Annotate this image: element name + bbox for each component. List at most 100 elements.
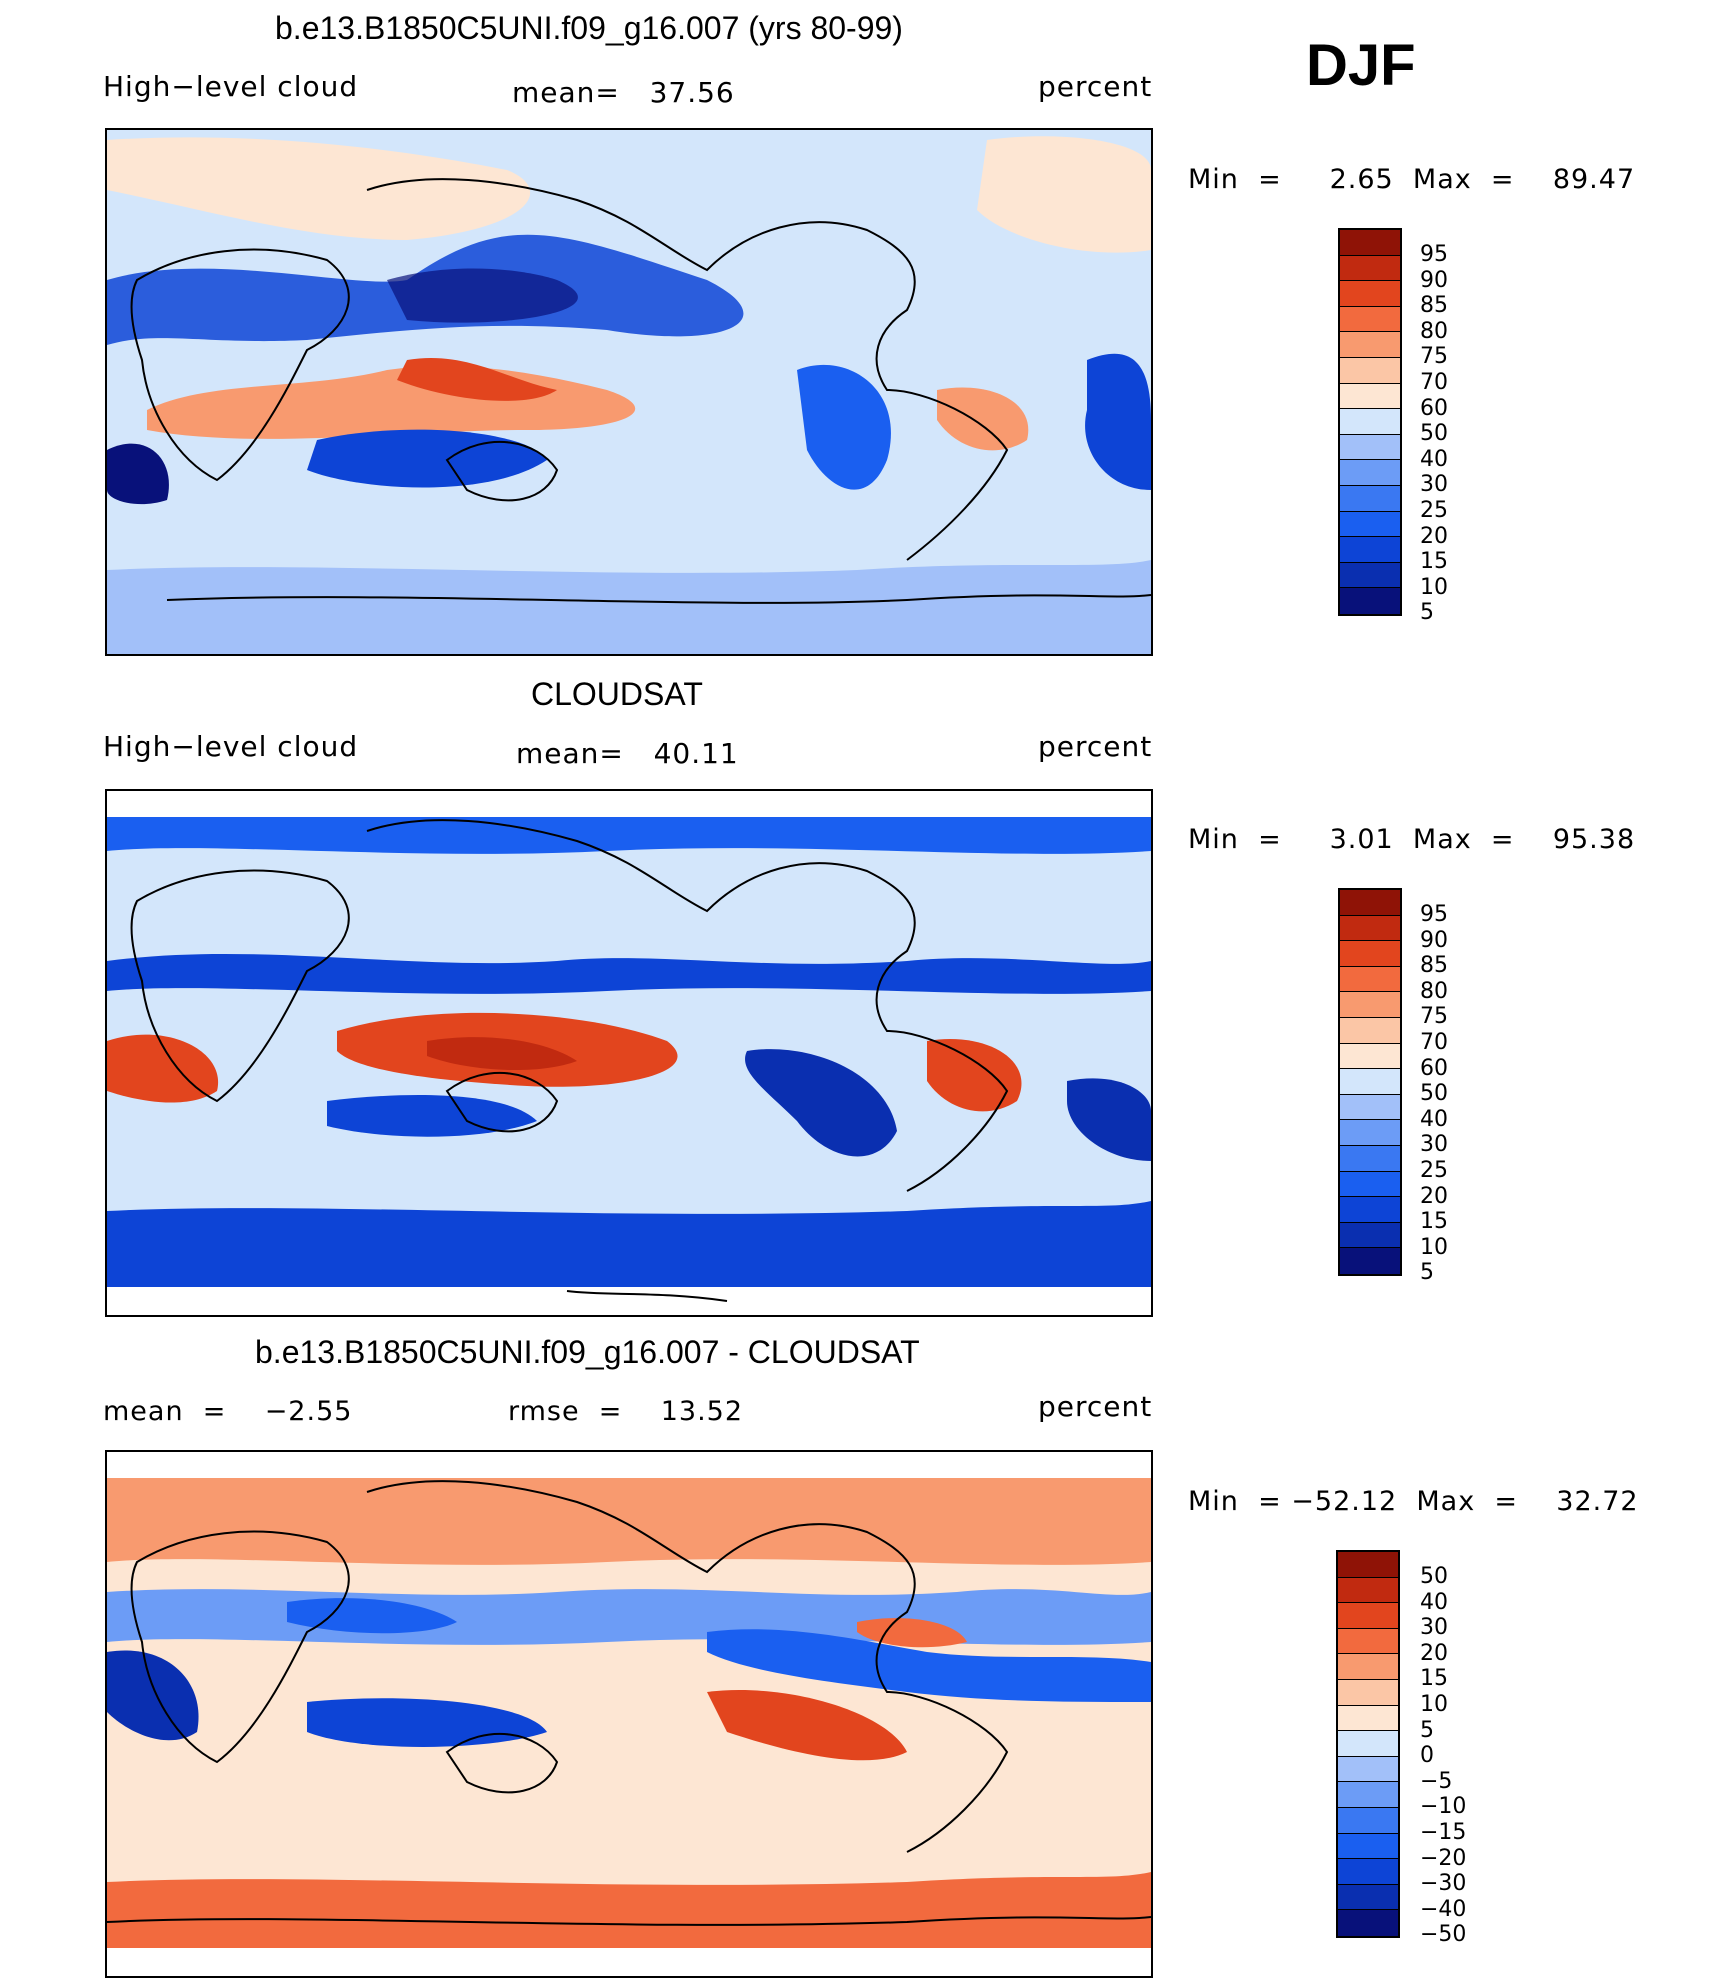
colorbar-level-label: 80 bbox=[1420, 978, 1448, 1004]
season-label: DJF bbox=[1306, 33, 1416, 98]
panel-1-units-label: percent bbox=[1038, 70, 1153, 103]
colorbar-cell bbox=[1340, 485, 1400, 512]
panel-1-low-region bbox=[107, 443, 169, 505]
colorbar-level-label: 30 bbox=[1420, 1132, 1448, 1158]
panel-3-rmse-label: rmse = 13.52 bbox=[508, 1396, 744, 1427]
panel-3-coastline bbox=[366, 1480, 1009, 1853]
colorbar-level-label: 60 bbox=[1420, 1055, 1448, 1081]
panel-2-map bbox=[105, 789, 1153, 1317]
colorbar-cell bbox=[1340, 588, 1400, 614]
panel-2-title: CLOUDSAT bbox=[531, 676, 703, 712]
colorbar-cell bbox=[1338, 1756, 1398, 1783]
colorbar-cell bbox=[1340, 1145, 1400, 1172]
panel-1-high-region bbox=[977, 136, 1151, 253]
colorbar-level-label: −50 bbox=[1420, 1922, 1467, 1948]
panel-2-south-band bbox=[107, 1201, 1151, 1287]
colorbar-level-label: −5 bbox=[1420, 1768, 1453, 1794]
colorbar-cell bbox=[1340, 460, 1400, 486]
colorbar-level-label: 20 bbox=[1420, 523, 1448, 549]
colorbar-cell bbox=[1340, 992, 1400, 1018]
colorbar-level-label: 5 bbox=[1420, 600, 1434, 626]
panel-1-map-svg bbox=[107, 130, 1151, 654]
panel-2-colorbar bbox=[1338, 888, 1402, 1276]
colorbar-level-label: 95 bbox=[1420, 902, 1448, 927]
panel-3-coastline bbox=[445, 1732, 559, 1794]
panel-3-south-band bbox=[107, 1872, 1151, 1948]
panel-1-colorbar bbox=[1338, 228, 1402, 616]
colorbar-level-label: 15 bbox=[1420, 1209, 1448, 1235]
panel-2-coastline bbox=[445, 1071, 559, 1133]
panel-3-no-data bbox=[107, 1948, 1151, 1976]
panel-1-variable-label: High−level cloud bbox=[103, 70, 359, 103]
panel-3-high-region bbox=[857, 1618, 967, 1648]
colorbar-cell bbox=[1340, 1120, 1400, 1146]
colorbar-cell bbox=[1338, 1833, 1398, 1860]
colorbar-level-label: −20 bbox=[1420, 1845, 1467, 1871]
colorbar-level-label: 90 bbox=[1420, 927, 1448, 953]
colorbar-cell bbox=[1338, 1884, 1398, 1911]
colorbar-cell bbox=[1340, 409, 1400, 435]
colorbar-cell bbox=[1340, 1043, 1400, 1070]
colorbar-level-label: 5 bbox=[1420, 1717, 1434, 1743]
colorbar-cell bbox=[1338, 1552, 1398, 1578]
colorbar-level-label: 85 bbox=[1420, 953, 1448, 979]
panel-3-coastline bbox=[130, 1530, 350, 1764]
colorbar-level-label: 50 bbox=[1420, 1081, 1448, 1107]
colorbar-cell bbox=[1340, 434, 1400, 461]
panel-2-low-band bbox=[107, 817, 1151, 854]
panel-3-map bbox=[105, 1450, 1153, 1978]
colorbar-cell bbox=[1338, 1679, 1398, 1706]
colorbar-cell bbox=[1340, 941, 1400, 967]
panel-1-low-region bbox=[1085, 353, 1151, 490]
colorbar-cell bbox=[1340, 562, 1400, 589]
colorbar-cell bbox=[1338, 1731, 1398, 1757]
colorbar-cell bbox=[1338, 1807, 1398, 1834]
colorbar-level-label: 70 bbox=[1420, 1030, 1448, 1055]
panel-1-high-core bbox=[397, 357, 557, 401]
panel-1-low-region bbox=[307, 429, 547, 488]
panel-2-low-region bbox=[1067, 1078, 1151, 1161]
panel-2-map-svg bbox=[107, 791, 1151, 1315]
colorbar-cell bbox=[1340, 890, 1400, 916]
panel-1-coastline bbox=[166, 594, 1151, 604]
colorbar-level-label: 90 bbox=[1420, 267, 1448, 293]
colorbar-cell bbox=[1340, 332, 1400, 358]
colorbar-level-label: 75 bbox=[1420, 344, 1448, 370]
colorbar-level-label: −10 bbox=[1420, 1794, 1467, 1820]
panel-1-coastline bbox=[366, 178, 1009, 561]
colorbar-level-label: 15 bbox=[1420, 549, 1448, 575]
panel-2-coastline bbox=[566, 1290, 728, 1302]
colorbar-cell bbox=[1338, 1910, 1398, 1936]
colorbar-level-label: 0 bbox=[1420, 1743, 1434, 1769]
panel-2-coastline bbox=[130, 869, 350, 1103]
colorbar-cell bbox=[1340, 1197, 1400, 1223]
colorbar-level-label: 40 bbox=[1420, 1589, 1448, 1615]
panel-3-high-band bbox=[107, 1478, 1151, 1565]
panel-2-no-data bbox=[107, 1287, 1151, 1315]
colorbar-cell bbox=[1340, 1094, 1400, 1121]
panel-2-no-data bbox=[107, 791, 1151, 817]
panel-2-high-region bbox=[927, 1039, 1022, 1112]
panel-2-mean-label: mean= 40.11 bbox=[516, 737, 739, 770]
colorbar-cell bbox=[1338, 1782, 1398, 1808]
panel-3-map-svg bbox=[107, 1452, 1151, 1976]
colorbar-cell bbox=[1340, 1017, 1400, 1044]
colorbar-level-label: 60 bbox=[1420, 395, 1448, 421]
colorbar-level-label: 85 bbox=[1420, 293, 1448, 319]
colorbar-cell bbox=[1338, 1577, 1398, 1604]
panel-3-low-band bbox=[107, 1589, 1151, 1645]
panel-1-high-region bbox=[107, 137, 531, 240]
colorbar-level-label: 10 bbox=[1420, 574, 1448, 600]
colorbar-level-label: 20 bbox=[1420, 1640, 1448, 1666]
panel-3-mean-label: mean = −2.55 bbox=[103, 1396, 353, 1427]
colorbar-cell bbox=[1340, 1171, 1400, 1198]
panel-1-coastline bbox=[130, 248, 350, 482]
colorbar-cell bbox=[1338, 1603, 1398, 1629]
panel-1-map bbox=[105, 128, 1153, 656]
colorbar-level-label: −30 bbox=[1420, 1871, 1467, 1897]
colorbar-cell bbox=[1340, 1069, 1400, 1095]
panel-3-units-label: percent bbox=[1038, 1390, 1153, 1423]
colorbar-level-label: 40 bbox=[1420, 1106, 1448, 1132]
colorbar-cell bbox=[1338, 1705, 1398, 1732]
colorbar-level-label: −40 bbox=[1420, 1896, 1467, 1922]
